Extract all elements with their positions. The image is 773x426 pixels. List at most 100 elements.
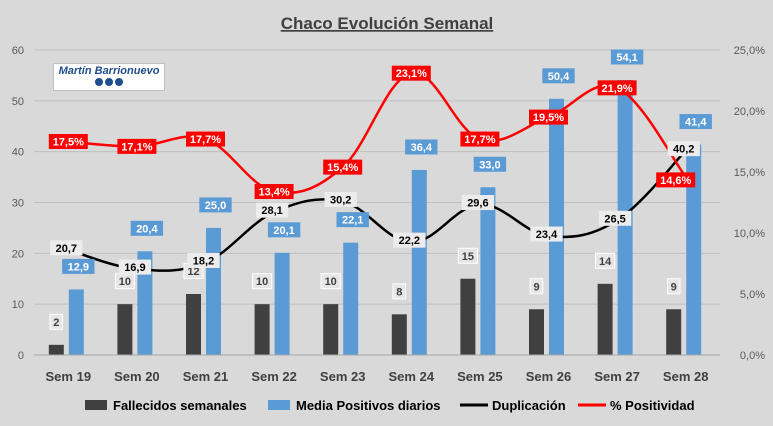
data-label: 22,2 [399, 235, 420, 247]
bar [343, 242, 359, 355]
data-label: 33,0 [479, 159, 500, 171]
data-label: 13,4% [258, 187, 289, 199]
data-label-box [610, 49, 644, 65]
data-label-box [473, 156, 507, 172]
x-tick-label: Sem 22 [251, 369, 297, 384]
data-label: 17,1% [121, 141, 152, 153]
youtube-icon [115, 78, 123, 86]
bar [186, 294, 201, 355]
series-line [68, 71, 687, 195]
data-label-box [598, 210, 632, 226]
data-label: 12,9 [68, 261, 89, 273]
x-tick-label: Sem 28 [663, 369, 709, 384]
bar [137, 251, 153, 355]
bar [206, 227, 221, 355]
data-label: 26,5 [604, 213, 625, 225]
data-label: 41,4 [685, 117, 707, 129]
data-label: 2 [53, 317, 59, 329]
data-label: 54,1 [616, 52, 637, 64]
data-label-box [529, 109, 568, 125]
bar [666, 309, 682, 355]
y2-tick-label: 15,0% [734, 167, 765, 179]
x-tick-label: Sem 24 [389, 369, 435, 384]
legend-label: Fallecidos semanales [113, 398, 247, 413]
data-label: 16,9 [124, 262, 145, 274]
data-label-box [62, 258, 95, 274]
data-label-box [393, 232, 426, 248]
data-label-box [597, 80, 637, 96]
y-tick-label: 0 [18, 350, 24, 362]
y2-tick-label: 20,0% [734, 106, 765, 118]
legend-label: Duplicación [492, 398, 566, 413]
data-label-box [186, 131, 225, 147]
x-tick-label: Sem 19 [46, 369, 92, 384]
data-label-box [529, 278, 544, 295]
series-line [67, 149, 687, 272]
bar [274, 252, 290, 355]
data-label-box [254, 184, 294, 200]
data-label: 29,6 [467, 198, 488, 210]
data-label: 36,4 [411, 142, 433, 154]
y2-tick-label: 5,0% [740, 289, 765, 301]
data-label: 50,4 [548, 71, 570, 83]
data-label: 14 [599, 256, 612, 268]
data-label-box [679, 114, 712, 130]
data-label: 19,5% [533, 112, 564, 124]
data-label-box [324, 191, 357, 207]
y-tick-label: 40 [12, 147, 24, 159]
data-label-box [255, 202, 289, 218]
data-label: 30,2 [330, 194, 351, 206]
data-label: 28,1 [261, 205, 282, 217]
data-label: 17,7% [190, 134, 221, 146]
x-tick-label: Sem 26 [526, 369, 572, 384]
y-tick-label: 10 [12, 299, 24, 311]
data-label-box [320, 273, 341, 290]
data-label-box [595, 252, 616, 269]
data-label-box [405, 139, 438, 155]
data-label: 25,0 [205, 200, 226, 212]
data-label: 17,5% [53, 137, 84, 149]
y-tick-label: 50 [12, 96, 24, 108]
y2-tick-label: 0,0% [740, 350, 765, 362]
chart-title: Chaco Evolución Semanal [281, 14, 494, 33]
bar [48, 344, 64, 355]
bar [411, 169, 427, 355]
data-label-box [117, 138, 157, 154]
data-label: 20,1 [273, 225, 294, 237]
data-label-box [187, 252, 220, 268]
data-label-box [199, 197, 232, 213]
data-label-box [391, 65, 431, 81]
author-logo: Martín Barrionuevo [53, 63, 165, 91]
x-tick-label: Sem 20 [114, 369, 160, 384]
data-label: 23,4 [536, 229, 558, 241]
y-tick-label: 20 [12, 248, 24, 260]
data-label: 12 [187, 266, 199, 278]
x-tick-label: Sem 25 [457, 369, 503, 384]
twitter-icon [105, 78, 113, 86]
data-label: 40,2 [673, 144, 694, 156]
data-label-box [48, 134, 88, 149]
data-label: 14,6% [660, 175, 691, 187]
data-label: 8 [396, 286, 402, 298]
data-label: 10 [325, 276, 337, 288]
legend-swatch [85, 400, 107, 410]
data-label: 15,4% [327, 162, 358, 174]
bar [529, 309, 544, 355]
data-label-box [49, 313, 64, 330]
data-label: 9 [533, 281, 539, 293]
data-label: 9 [671, 281, 677, 293]
data-label-box [392, 283, 407, 300]
legend-swatch [268, 400, 290, 410]
y-tick-label: 30 [12, 198, 24, 210]
x-tick-label: Sem 21 [183, 369, 229, 384]
data-label-box [666, 278, 681, 295]
bar [323, 304, 339, 355]
facebook-icon [95, 78, 103, 86]
data-label-box [542, 68, 575, 84]
data-label-box [130, 220, 164, 236]
data-label-box [118, 259, 152, 275]
data-label-box [667, 141, 700, 157]
data-label: 20,7 [56, 243, 77, 255]
bar [686, 144, 702, 355]
y2-tick-label: 25,0% [734, 45, 765, 57]
